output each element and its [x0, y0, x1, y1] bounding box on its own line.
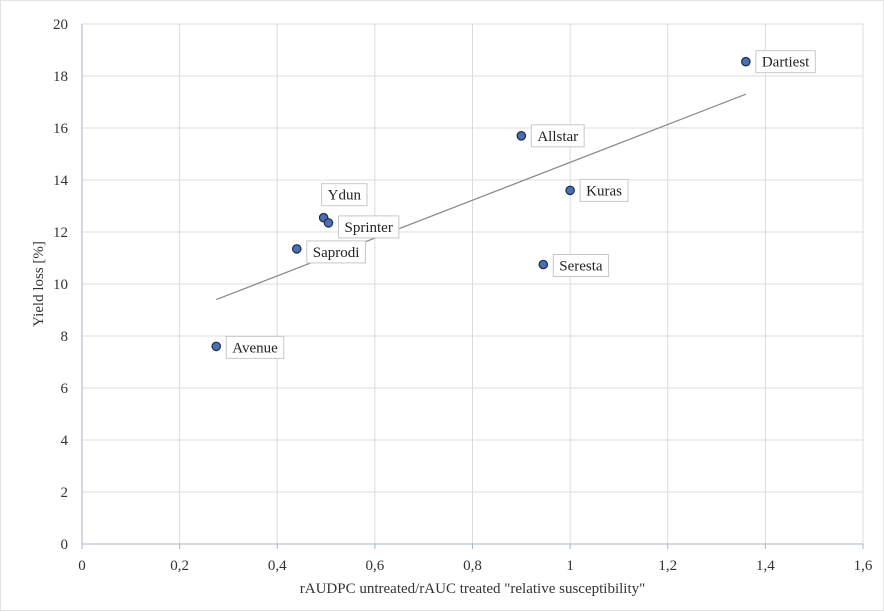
point-label-box	[338, 215, 400, 239]
data-point-avenue	[211, 341, 222, 352]
x-tick-label: 1,4	[756, 558, 775, 574]
label-layer: Dartiest Allstar Kuras Ydun Sprinter Saprodi S…	[225, 50, 816, 359]
y-tick-label: 10	[53, 277, 68, 293]
point-label-text: Ydun	[328, 188, 362, 204]
point-label-text: Dartiest	[762, 55, 810, 71]
point-label-box	[530, 124, 585, 148]
data-point-allstar	[516, 131, 527, 141]
point-label-saprodi: Saprodi	[306, 240, 366, 264]
y-tick-label: 8	[61, 329, 69, 345]
point-label-allstar: Allstar	[530, 124, 585, 148]
x-tick-label: 0,4	[268, 558, 287, 574]
x-tick-label: 0,6	[366, 558, 385, 574]
trendline	[216, 93, 747, 301]
point-label-text: Seresta	[559, 259, 603, 275]
x-tick-label: 1	[566, 558, 574, 574]
point-label-seresta: Seresta	[552, 254, 610, 277]
point-label-kuras: Kuras	[579, 178, 629, 202]
data-point-seresta	[538, 259, 549, 270]
x-tick-label: 0,2	[170, 558, 189, 574]
point-label-text: Allstar	[537, 129, 578, 145]
point-label-box	[321, 183, 368, 207]
x-axis-title: rAUDPC untreated/rAUC treated "relative …	[300, 581, 646, 597]
x-tick-label: 0,8	[463, 558, 482, 574]
trend-layer	[216, 93, 747, 301]
y-tick-label: 0	[61, 537, 69, 553]
y-tick-label: 18	[53, 69, 68, 85]
point-label-text: Avenue	[232, 340, 278, 356]
point-label-text: Kuras	[586, 183, 622, 199]
point-label-ydun: Ydun	[321, 183, 368, 207]
point-label-box	[225, 335, 285, 359]
x-tick-label: 1,2	[658, 558, 677, 574]
x-tick-label: 1,6	[854, 558, 873, 574]
y-tick-label: 12	[53, 225, 68, 241]
y-tick-label: 14	[53, 173, 69, 189]
point-label-box	[552, 254, 610, 277]
point-label-box	[755, 50, 816, 74]
y-tick-label: 4	[61, 433, 69, 449]
axis-layer: 0 2 4 6 8 10 12 14 16 18 20 0 0,2 0,4 0,6 0,8 1 1,2 1,4 1,6	[53, 17, 873, 574]
x-tick-label: 0	[78, 558, 86, 574]
grid-layer	[82, 23, 864, 544]
y-tick-label: 2	[61, 485, 69, 501]
data-point-kuras	[565, 185, 575, 196]
point-label-avenue: Avenue	[225, 335, 285, 359]
point-label-box	[579, 178, 629, 202]
y-axis-title: Yield loss [%]	[31, 241, 47, 327]
y-tick-label: 20	[53, 17, 68, 33]
point-label-box	[306, 240, 366, 264]
point-label-dartiest: Dartiest	[755, 50, 816, 74]
y-tick-label: 6	[61, 381, 69, 397]
data-point-dartiest	[741, 56, 751, 67]
point-label-text: Saprodi	[313, 245, 360, 261]
point-label-text: Sprinter	[345, 220, 393, 236]
data-point-saprodi	[291, 244, 302, 254]
point-label-sprinter: Sprinter	[338, 215, 400, 239]
point-layer	[211, 56, 751, 352]
y-tick-label: 16	[53, 121, 69, 137]
data-point-sprinter	[323, 218, 334, 228]
